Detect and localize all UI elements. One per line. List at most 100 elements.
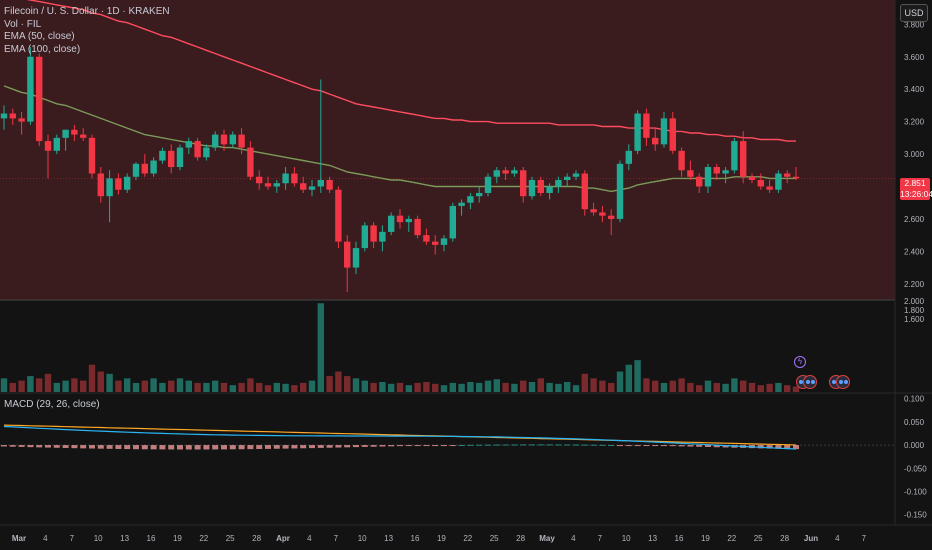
candle-body [168,150,175,168]
macd-histogram-bar [62,445,69,448]
ema50-indicator-label[interactable]: EMA (50, close) [4,31,75,42]
volume-bar [44,373,52,392]
volume-bar [88,364,96,392]
candle-body [106,178,113,197]
earnings-event-icon[interactable] [836,375,850,389]
volume-bar [423,381,430,392]
volume-bar [414,382,421,392]
price-axis-label: 3.400 [904,85,925,94]
candle-body [44,141,52,151]
volume-bar [27,376,34,392]
candle-body [687,170,694,177]
candle-body [141,163,148,174]
macd-histogram-bar [238,445,245,450]
ema50-line [3,85,796,193]
macd-histogram-bar [115,445,122,449]
volume-bar [757,385,764,392]
volume-bar [150,378,157,392]
macd-axis-label: -0.150 [904,511,927,520]
candle-body [124,176,131,190]
macd-histogram-bar [652,445,659,447]
volume-bar [722,383,729,392]
macd-histogram-bar [344,445,351,448]
candle-body [282,173,289,184]
time-axis-label: Apr [276,534,290,543]
time-axis-label: 19 [437,534,446,543]
time-axis-label: 16 [147,534,156,543]
flash-event-icon[interactable]: ϟ [794,356,806,368]
bar-countdown: 13:26:04 [900,189,932,199]
macd-histogram-bar [546,444,553,446]
currency-button[interactable]: USD [900,4,928,22]
time-axis-label: 7 [334,534,339,543]
macd-indicator-label[interactable]: MACD (29, 26, close) [4,399,100,410]
macd-histogram-bar [221,445,227,450]
candle-body [440,238,448,245]
candle-body [581,173,588,210]
price-axis-label: 3.000 [904,150,925,159]
macd-histogram-bar [784,445,791,449]
candle-body [616,163,624,219]
last-price-value: 2.851 [904,178,926,188]
candle-body [713,167,720,174]
candle-body [379,231,386,242]
candle-body [766,186,773,190]
macd-histogram-bar [159,445,166,450]
candle-body [88,137,96,174]
macd-axis-label: -0.050 [904,464,927,473]
candle-body [247,147,254,177]
volume-bar [740,380,747,392]
volume-bar [132,382,140,392]
volume-bar [502,382,509,392]
time-axis-label: 25 [226,534,235,543]
macd-histogram-bar [634,445,641,447]
volume-bar [185,380,192,392]
time-axis-label: 22 [463,534,472,543]
macd-histogram-bar [335,445,342,448]
volume-bar [159,382,166,392]
macd-histogram-bar [53,445,60,448]
earnings-event-icon[interactable] [803,375,817,389]
ema100-indicator-label[interactable]: EMA (100, close) [4,43,81,55]
candle-body [132,163,140,177]
candle-body [238,134,245,148]
candle-body [388,215,395,232]
candle-body [704,167,712,187]
macd-histogram-bar [502,444,509,446]
macd-histogram-bar [1,445,7,447]
macd-histogram-bar [643,445,650,447]
macd-histogram-bar [256,445,263,450]
candle-body [335,189,342,242]
macd-histogram-bar [687,445,694,447]
volume-bar [704,380,712,392]
macd-histogram-bar [203,445,210,450]
candle-body [423,235,430,242]
candle-body [608,215,615,219]
price-axis-label: 2.200 [904,280,925,289]
volume-bar [264,385,272,392]
macd-histogram-bar [555,444,562,446]
volume-bar [440,385,448,392]
candle-body [520,170,527,197]
volume-indicator-label[interactable]: Vol · FIL [4,18,42,30]
macd-histogram-bar [229,445,236,450]
volume-bar [687,382,694,392]
candle-body [344,241,351,268]
volume-bar [396,382,404,392]
candle-body [405,218,412,223]
symbol-title[interactable]: Filecoin / U. S. Dollar · 1D · KRAKEN [4,6,170,17]
candle-body [678,150,685,171]
macd-histogram-bar [18,445,25,447]
macd-histogram-bar [529,444,535,446]
macd-histogram-bar [713,445,720,448]
volume-bar [581,373,588,392]
candle-body [194,141,201,158]
volume-bar [766,383,773,392]
time-axis-label: 7 [598,534,603,543]
volume-bar [220,382,228,392]
time-axis-label: 13 [120,534,129,543]
macd-histogram-bar [106,445,113,449]
volume-bar [546,382,553,392]
candle-body [115,178,122,190]
